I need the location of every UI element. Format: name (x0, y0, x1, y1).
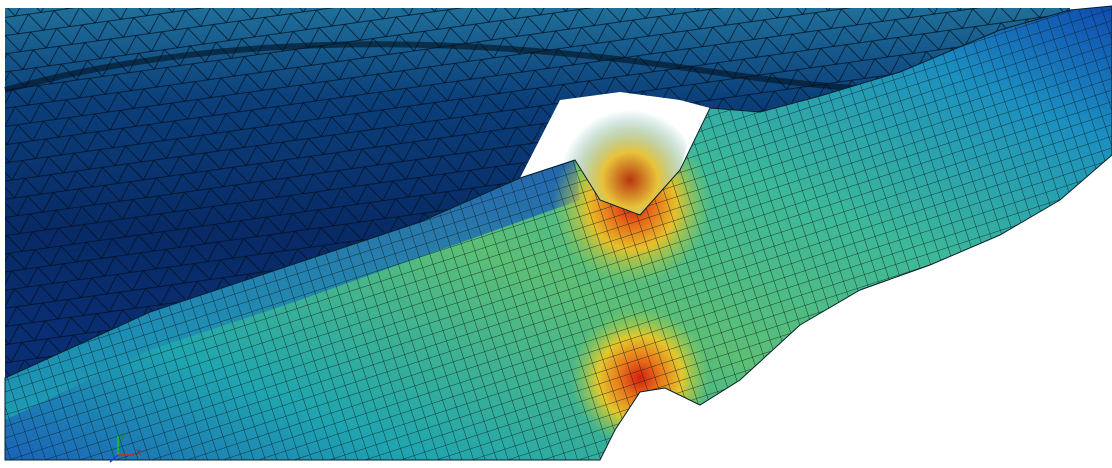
triad-y-label: y (120, 432, 126, 442)
triad-x-label: x (136, 448, 142, 458)
triad-z-axis (109, 454, 119, 463)
crater (540, 95, 700, 215)
axes-triad: y x (109, 432, 142, 463)
top-mesh (5, 8, 1070, 378)
